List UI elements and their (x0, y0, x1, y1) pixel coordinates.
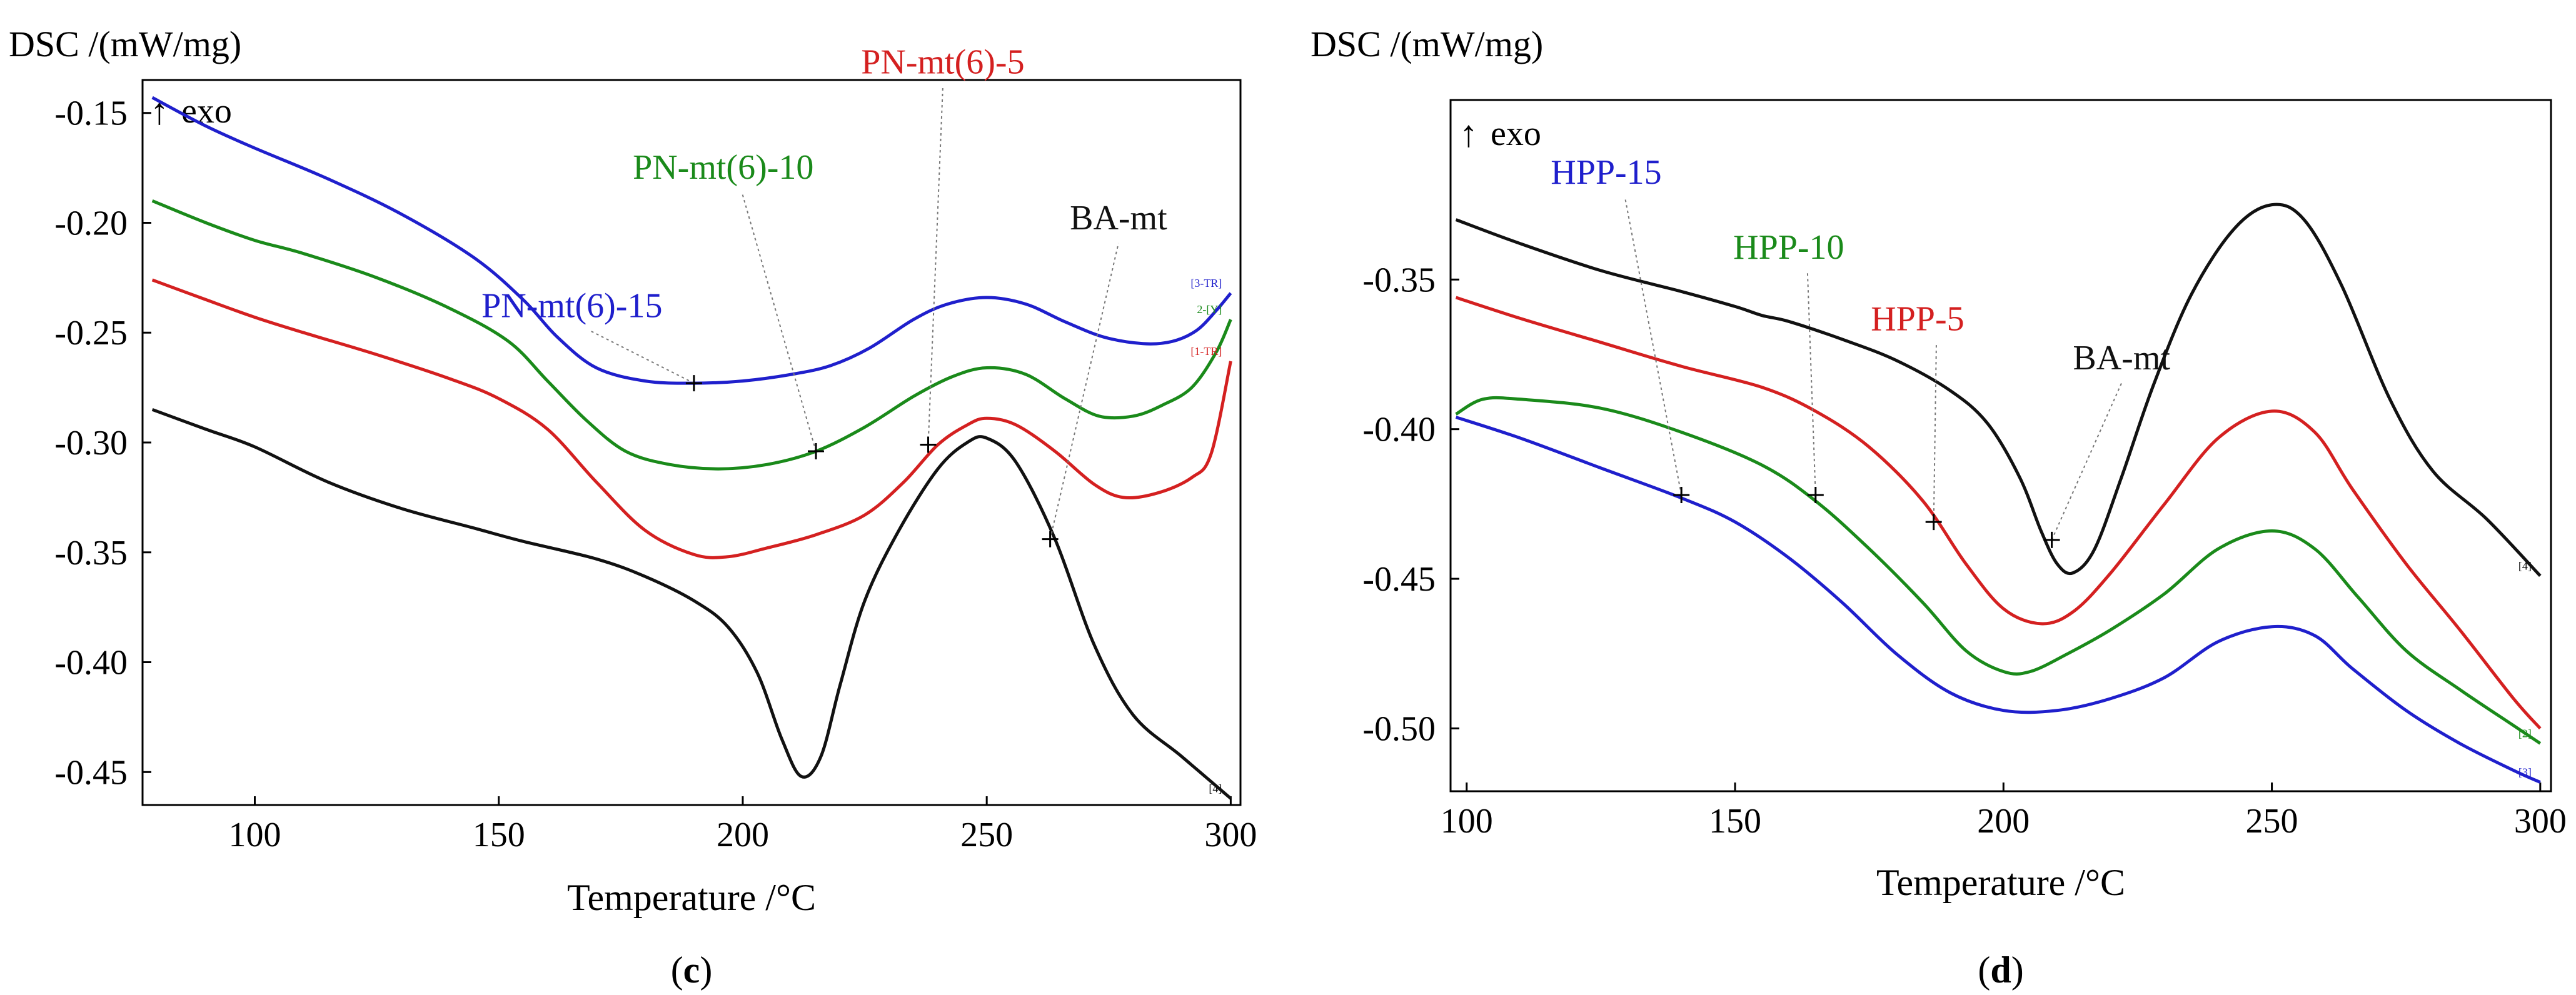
dsc-chart-d: DSC /(mW/mg) ↑ exo -0.35-0.40-0.45-0.50 … (1311, 24, 2567, 991)
y-axis-label: DSC /(mW/mg) (9, 24, 241, 64)
series-label: PN-mt(6)-10 (633, 148, 813, 187)
x-tick-label: 100 (229, 816, 281, 854)
x-tick-label: 300 (1204, 816, 1257, 854)
leader-line (1049, 242, 1119, 539)
series-line (1455, 202, 2542, 578)
series-group: BA-mt [4] HPP-5 HPP-10 [2] HPP-15 [3] (1455, 153, 2542, 784)
series-line (151, 408, 1232, 800)
leader-line (927, 87, 943, 445)
series-label: HPP-5 (1871, 300, 1964, 339)
series-line (151, 278, 1232, 559)
series-pn-mt-6-15: PN-mt(6)-15 [3-TR] (151, 96, 1232, 392)
y-tick-label: -0.30 (54, 424, 128, 462)
x-tick-label: 100 (1441, 802, 1493, 841)
leader-line (1806, 272, 1816, 496)
y-tick-label: -0.35 (54, 534, 128, 572)
series-pn-mt-6-10: PN-mt(6)-10 2-[Y] (151, 148, 1232, 471)
y-tick-label: -0.35 (1362, 261, 1436, 299)
series-end-tag: [4] (2518, 559, 2532, 572)
onset-marker (1042, 531, 1059, 548)
series-line (1455, 396, 2542, 745)
chart-panel-c: DSC /(mW/mg) ↑ exo -0.15 -0.20 -0.25 -0.30-… (9, 24, 1257, 991)
leader-line (1624, 197, 1683, 496)
plot-frame (1449, 99, 2552, 792)
onset-marker (920, 436, 937, 453)
y-tick-label: -0.45 (54, 753, 128, 792)
series-label: PN-mt(6)-5 (861, 42, 1024, 81)
x-tick-label: 250 (2246, 802, 2298, 841)
x-tick-label: 150 (1709, 802, 1761, 841)
series-line (1455, 296, 2542, 730)
plot-frame (141, 79, 1242, 806)
leader-line (2051, 382, 2123, 541)
x-tick-label: 250 (960, 816, 1013, 854)
y-axis-label: DSC /(mW/mg) (1311, 24, 1543, 64)
leader-line (590, 330, 695, 384)
y-tick-label: -0.45 (1362, 560, 1436, 599)
x-axis-label: Temperature /°C (1876, 862, 2125, 903)
series-end-tag: [3-TR] (1190, 277, 1222, 289)
series-label: BA-mt (2073, 339, 2170, 378)
x-tick-label: 200 (1977, 802, 2030, 841)
onset-marker (2043, 531, 2060, 548)
panel-label: (c) (671, 949, 713, 991)
x-axis-ticks: 100 150 200 250 300 (229, 796, 1257, 854)
series-line (1455, 416, 2541, 784)
series-end-tag: [4] (1209, 782, 1222, 794)
exo-arrow-icon: ↑ (1459, 113, 1478, 154)
leader-line (741, 192, 817, 452)
series-end-tag: [2] (2518, 727, 2532, 739)
series-line (151, 199, 1232, 471)
series-end-tag: [3] (2518, 766, 2532, 779)
series-label: HPP-15 (1551, 153, 1661, 192)
series-line (151, 96, 1232, 385)
y-axis-ticks: -0.15 -0.20 -0.25 -0.30 -0.35 -0.40 -0.45 (54, 94, 151, 792)
exo-label: exo (1491, 114, 1541, 153)
y-tick-label: -0.15 (54, 94, 128, 133)
y-tick-label: -0.50 (1362, 709, 1436, 748)
series-end-tag: 2-[Y] (1197, 303, 1222, 316)
series-label: HPP-10 (1733, 228, 1844, 267)
x-tick-label: 300 (2514, 802, 2567, 841)
exo-label: exo (181, 92, 232, 131)
exo-indicator: ↑ exo (1459, 113, 1541, 154)
y-tick-label: -0.40 (1362, 411, 1436, 449)
y-axis-ticks: -0.35 -0.40 -0.45 -0.50 (1362, 261, 1459, 748)
chart-panel-d: DSC /(mW/mg) ↑ exo -0.35 -0.40 -0.45 -0.50 … (1288, 0, 2576, 995)
onset-marker (1673, 487, 1690, 503)
dsc-chart-c: DSC /(mW/mg) ↑ exo -0.15-0.20-0.25-0.30-… (9, 24, 1257, 991)
series-label: PN-mt(6)-15 (481, 287, 662, 326)
panel-label: (d) (1978, 949, 2023, 991)
onset-marker (1925, 514, 1942, 531)
series-ba-mt: BA-mt [4] (151, 199, 1232, 800)
y-tick-label: -0.20 (54, 204, 128, 242)
onset-marker (1807, 487, 1824, 503)
x-axis-label: Temperature /°C (567, 877, 816, 918)
series-ba-mt: BA-mt [4] (1455, 202, 2542, 578)
onset-marker (808, 443, 825, 460)
series-group: PN-mt(6)-15[3-TR]PN-mt(6)-102-[Y]PN-mt(6… (151, 42, 1232, 800)
series-hpp-10: HPP-10 [2] (1455, 228, 2542, 745)
y-tick-label: -0.40 (54, 644, 128, 682)
series-hpp-5: HPP-5 (1455, 296, 2542, 730)
onset-marker (685, 375, 702, 392)
series-end-tag: [1-TR] (1190, 345, 1222, 358)
series-pn-mt-6-5: PN-mt(6)-5 [1-TR] (151, 42, 1232, 559)
y-tick-label: -0.25 (54, 314, 128, 352)
x-axis-ticks: 100 150 200 250 300 (1441, 782, 2567, 841)
x-tick-label: 150 (473, 816, 525, 854)
exo-indicator: ↑ exo (150, 91, 232, 132)
series-label: BA-mt (1070, 199, 1167, 238)
x-tick-label: 200 (717, 816, 769, 854)
leader-line (1933, 344, 1937, 522)
series-hpp-15: HPP-15 [3] (1455, 153, 2541, 784)
